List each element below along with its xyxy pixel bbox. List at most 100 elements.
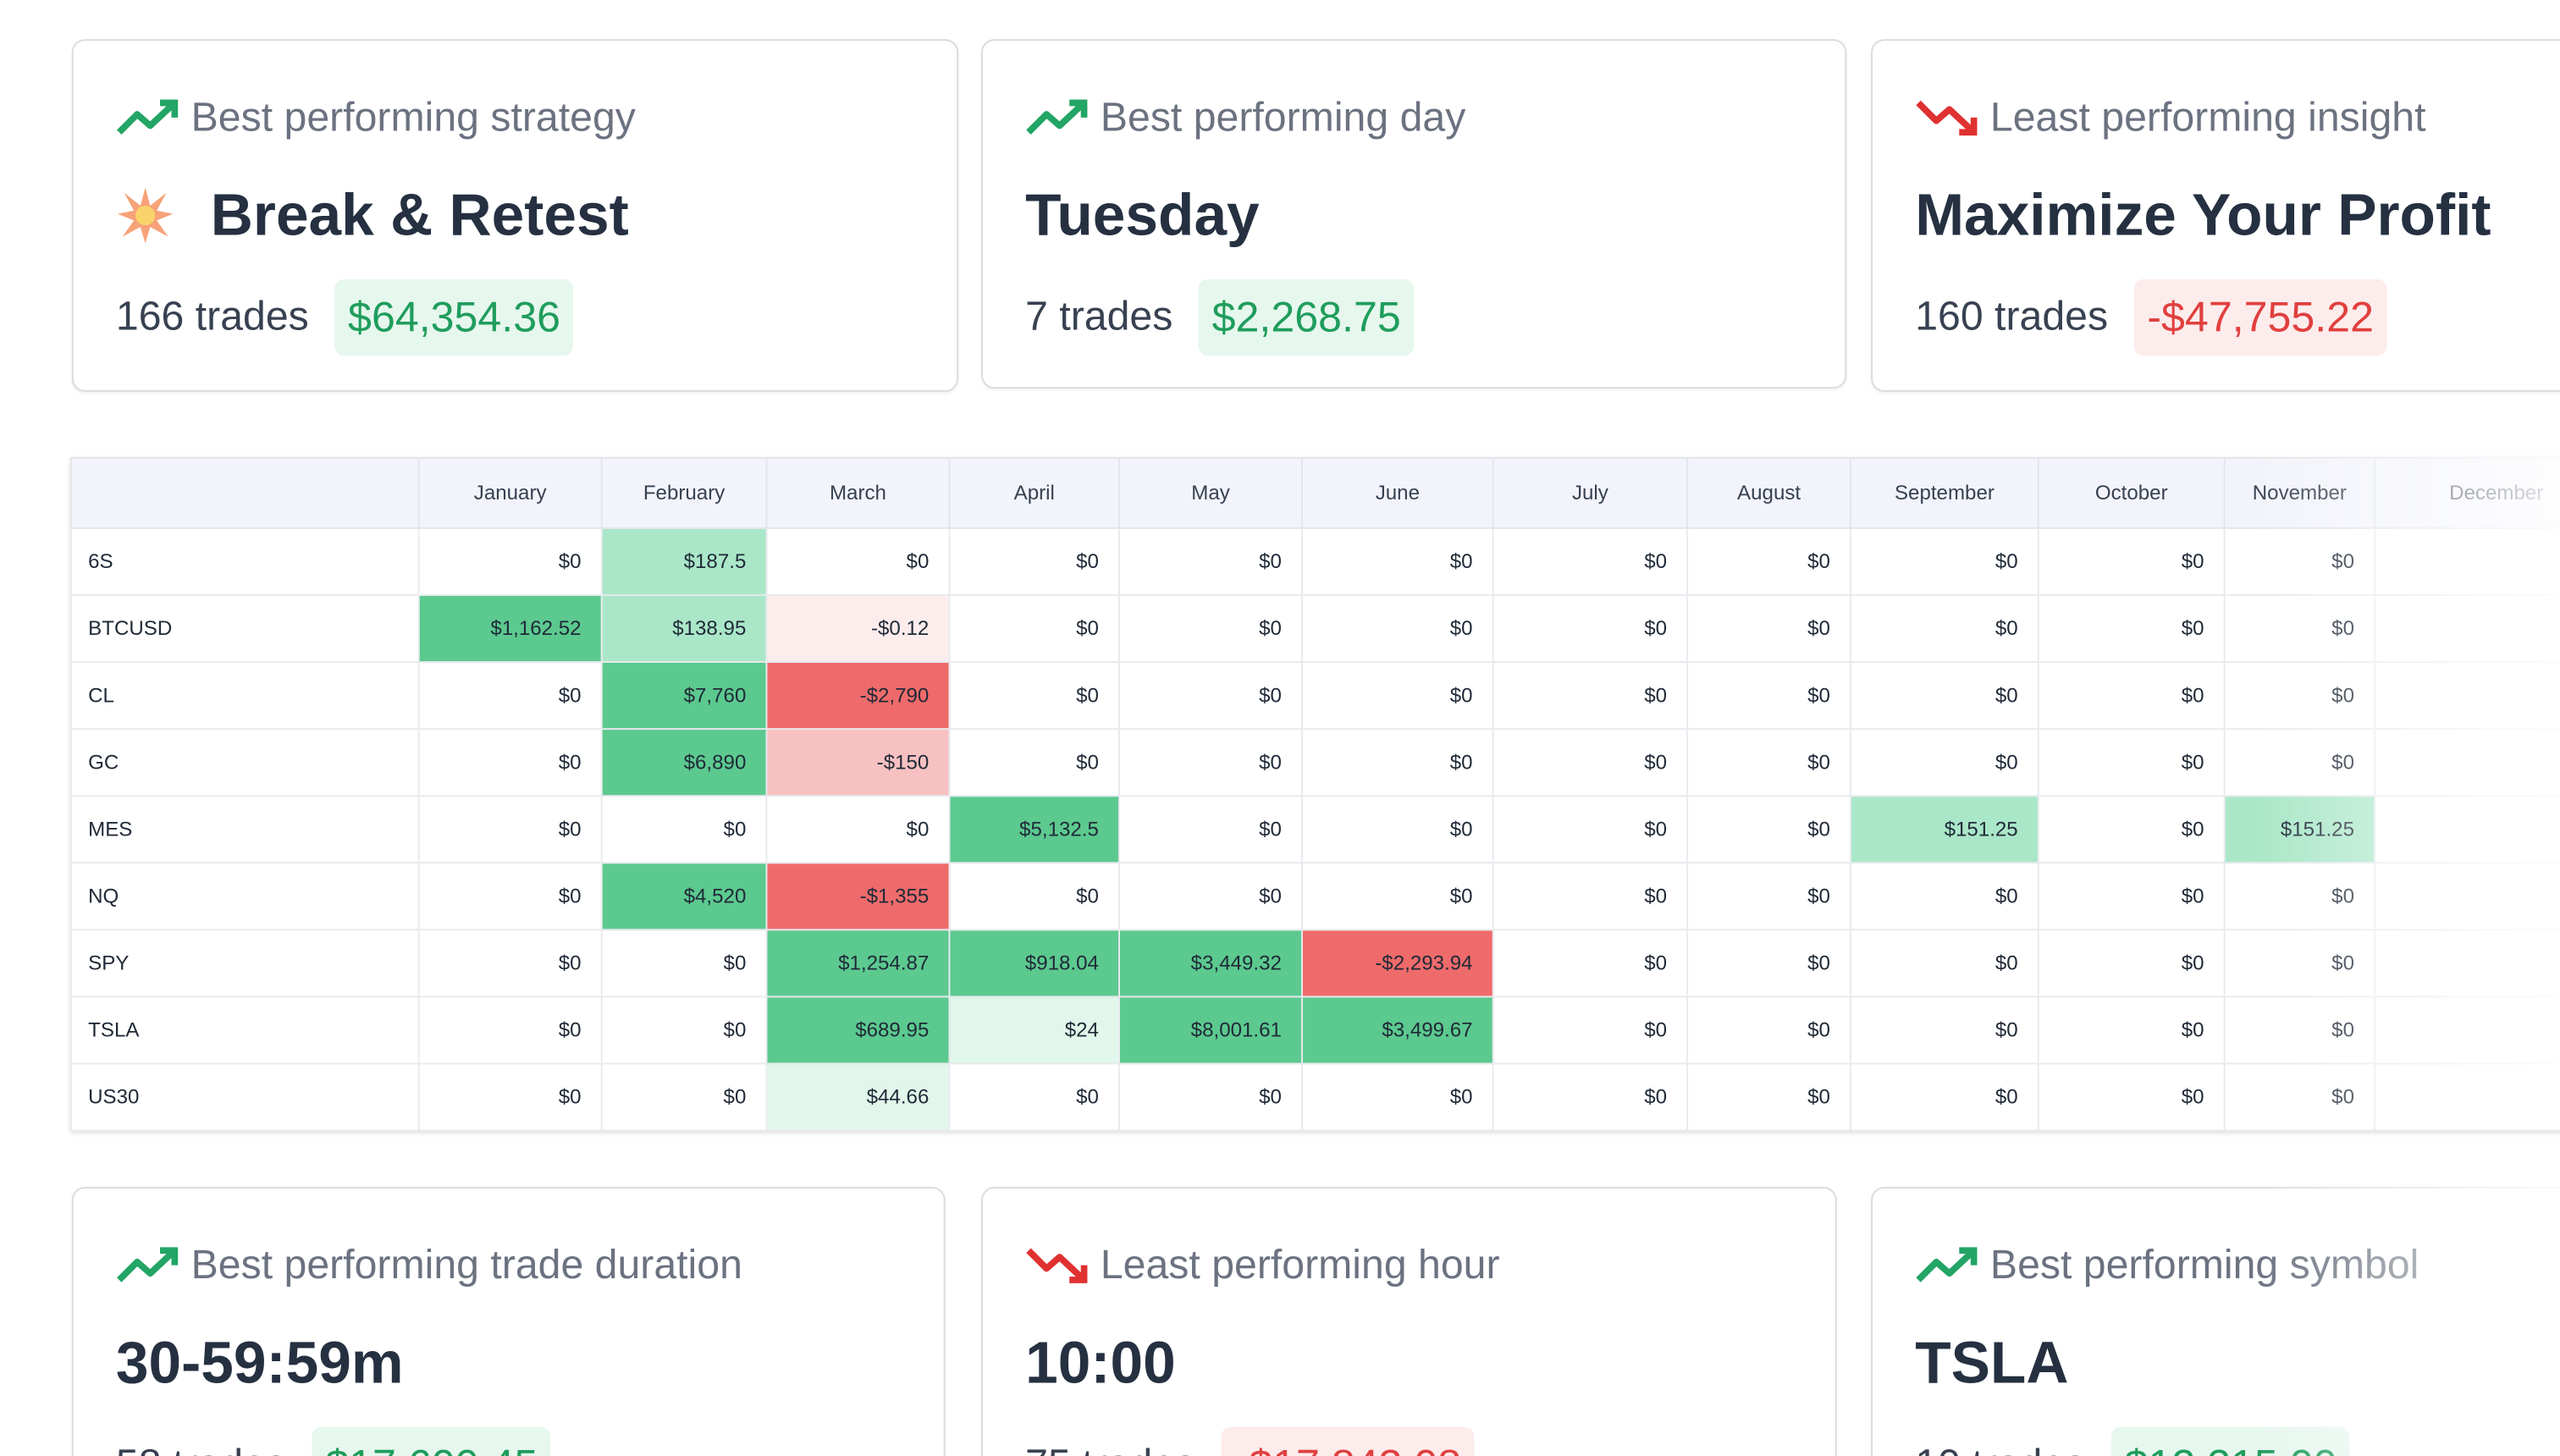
- pnl-cell: $0: [1118, 661, 1303, 731]
- pnl-cell: $0: [1686, 795, 1851, 864]
- pnl-cell: $187.5: [600, 527, 768, 596]
- pnl-cell: $0: [1850, 661, 2039, 731]
- insight-card: Least performing insight Maximize Your Pr…: [1871, 39, 2560, 392]
- table-row: MES $0 $0 $0 $5,132.5 $0 $0 $0 $0 $151.25 $0 $151.2…: [69, 795, 2560, 864]
- pnl-cell: $3,499.67: [1301, 995, 1494, 1065]
- pnl-cell: $0: [2037, 593, 2226, 663]
- month-header: June: [1301, 456, 1494, 529]
- month-header: January: [417, 456, 603, 529]
- pnl-cell: $8,001.61: [1118, 995, 1303, 1065]
- pnl-cell: $0: [1118, 1062, 1303, 1132]
- pnl-cell: $0: [1850, 995, 2039, 1065]
- pnl-cell: $0: [2037, 728, 2226, 797]
- table-row: 6S$0$187.5$0$0$0$0$0$0$0$0$0$0: [69, 527, 2560, 596]
- pnl-cell: $0: [2223, 728, 2376, 797]
- card-header: Least performing insight: [1915, 90, 2545, 146]
- pnl-cell: $138.95: [600, 593, 768, 663]
- symbol-cell: US30: [69, 1062, 420, 1132]
- pnl-cell: $0: [1686, 593, 1851, 663]
- trend-down-icon: [1026, 1248, 1088, 1283]
- card-title: Least performing hour: [1100, 1241, 1500, 1288]
- pnl-cell: $0: [1686, 728, 1851, 797]
- pnl-cell: $0: [2037, 661, 2226, 731]
- pnl-cell: $44.66: [765, 1062, 951, 1132]
- card-name: 30-59:59m: [115, 1328, 404, 1396]
- pnl-cell: $0: [948, 862, 1120, 931]
- trend-up-icon: [1026, 99, 1088, 135]
- card-name: Break & Retest: [210, 181, 629, 249]
- card-name: 10:00: [1025, 1328, 1176, 1396]
- symbol-cell: 6S: [69, 527, 420, 596]
- trend-up-icon: [1916, 1247, 1978, 1282]
- pnl-cell: $0: [2223, 862, 2376, 931]
- table-row: NQ$0$4,520-$1,355$0$0$0$0$0$0$0$0$0: [69, 862, 2560, 931]
- month-header: July: [1492, 456, 1689, 529]
- trade-count: 166 trades: [115, 294, 309, 340]
- pnl-cell: $0: [600, 995, 768, 1065]
- insight-card: Best performing strategy Break & Retest 16…: [71, 39, 959, 392]
- pnl-cell: $1,254.87: [765, 929, 951, 998]
- card-name-row: 10:00: [1025, 1329, 1792, 1398]
- pnl-cell: $0: [2223, 1062, 2376, 1132]
- insight-card: Best performing day Tuesday 7 trades $2,268…: [981, 39, 1847, 389]
- symbol-cell: TSLA: [69, 995, 420, 1065]
- pnl-cell: $0: [765, 527, 951, 596]
- pnl-badge: -$47,755.22: [2133, 279, 2387, 356]
- card-name-row: Maximize Your Profit: [1915, 181, 2545, 250]
- pnl-cell: $4,520: [600, 862, 768, 931]
- month-header: April: [948, 456, 1120, 529]
- card-stats: 10 trades $12,215.00: [1915, 1426, 2545, 1456]
- header-row: January February March April May June July Augu…: [69, 456, 2560, 529]
- pnl-cell: $0: [2223, 593, 2376, 663]
- trade-count: 75 trades: [1025, 1442, 1195, 1456]
- pnl-cell: $918.04: [948, 929, 1120, 998]
- card-title: Best performing strategy: [190, 93, 636, 140]
- pnl-cell: $0: [2037, 929, 2226, 998]
- pnl-cell: $0: [2037, 795, 2226, 864]
- pnl-cell: $0: [1850, 1062, 2039, 1132]
- pnl-cell: $0: [2374, 862, 2560, 931]
- pnl-cell: $0: [1686, 661, 1851, 731]
- pnl-cell: $0: [1492, 661, 1689, 731]
- pnl-cell: -$150: [765, 728, 951, 797]
- pnl-cell: $0: [948, 527, 1120, 596]
- card-title: Best performing day: [1100, 93, 1466, 140]
- card-header: Least performing hour: [1025, 1238, 1792, 1293]
- pnl-cell: $7,760: [600, 661, 768, 731]
- card-header: Best performing day: [1025, 90, 1802, 146]
- pnl-cell: $0: [2374, 593, 2560, 663]
- table-row: SPY $0 $0 $1,254.87 $918.04 $3,449.32 -$2,293.…: [69, 929, 2560, 998]
- pnl-cell: $0: [2374, 995, 2560, 1065]
- pnl-cell: -$1,355: [765, 862, 951, 931]
- strategy-icon: [117, 187, 174, 244]
- pnl-cell: $0: [417, 527, 603, 596]
- card-title: Best performing trade duration: [190, 1241, 742, 1288]
- pnl-cell: $0: [2223, 661, 2376, 731]
- card-name-row: 30-59:59m: [116, 1329, 902, 1398]
- pnl-cell: $0: [600, 1062, 768, 1132]
- pnl-cell: $0: [1492, 929, 1689, 998]
- month-header: February: [600, 456, 768, 529]
- symbol-cell: MES: [69, 795, 420, 864]
- pnl-cell: -$0.12: [765, 593, 951, 663]
- pnl-cell: $151.25: [2223, 795, 2376, 864]
- symbol-cell: CL: [69, 661, 420, 731]
- card-stats: 166 trades $64,354.36: [116, 279, 914, 356]
- pnl-cell: $0: [2037, 527, 2226, 596]
- pnl-cell: $0: [2374, 728, 2560, 797]
- card-title: Least performing insight: [1989, 93, 2426, 140]
- pnl-cell: $0: [2374, 929, 2560, 998]
- card-name-row: TSLA: [1915, 1329, 2545, 1398]
- month-header: August: [1686, 456, 1851, 529]
- symbol-cell: GC: [69, 728, 420, 797]
- pnl-cell: -$2,790: [765, 661, 951, 731]
- card-stats: 160 trades -$47,755.22: [1915, 279, 2545, 356]
- pnl-cell: $0: [2037, 1062, 2226, 1132]
- card-stats: 7 trades $2,268.75: [1025, 279, 1802, 356]
- pnl-cell: $0: [1686, 995, 1851, 1065]
- pnl-cell: $0: [1118, 795, 1303, 864]
- pnl-cell: $0: [2037, 862, 2226, 931]
- pnl-cell: $0: [1850, 527, 2039, 596]
